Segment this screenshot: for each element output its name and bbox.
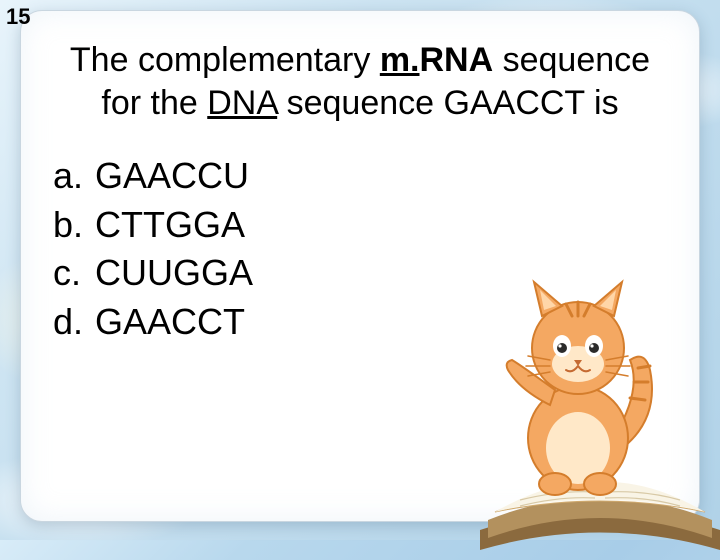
answer-text: CTTGGA [95,204,245,245]
cat-illustration [500,270,660,500]
answer-letter: c. [53,249,95,298]
question-dna: DNA [207,84,277,122]
answer-letter: a. [53,152,95,201]
answer-text: GAACCT [95,301,245,342]
slide-number: 15 [6,4,30,30]
question-part-pre: The complementary [70,41,380,79]
answer-option-a[interactable]: a.GAACCU [53,152,669,201]
answer-text: CUUGGA [95,252,253,293]
question-bold-m: m. [380,41,420,79]
answer-letter: b. [53,201,95,250]
question-text: The complementary m.RNA sequence for the… [51,39,669,124]
answer-letter: d. [53,298,95,347]
answer-text: GAACCU [95,155,249,196]
answer-option-b[interactable]: b.CTTGGA [53,201,669,250]
question-bold-rna: RNA [420,41,494,79]
question-part-mid2: sequence GAACCT is [277,84,618,122]
